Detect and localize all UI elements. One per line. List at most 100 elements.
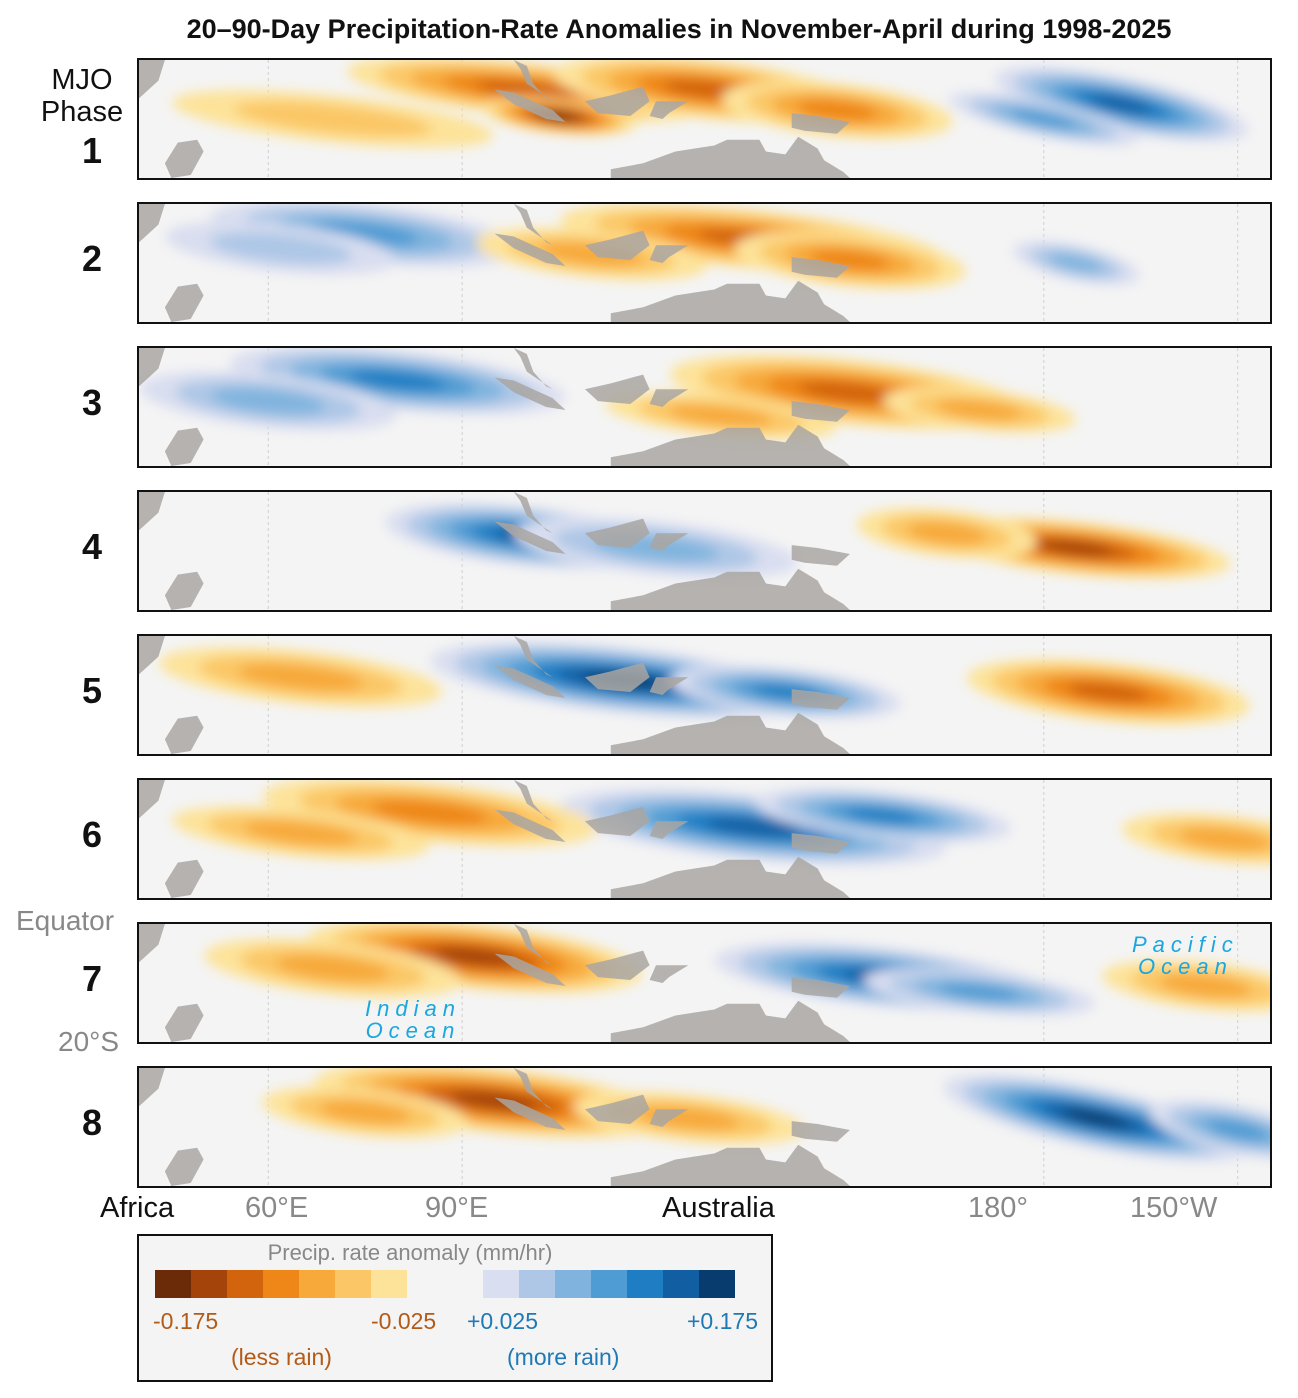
land-mass-6	[513, 636, 553, 678]
anomaly-blob-5-level-3	[1047, 253, 1105, 273]
land-mass-6	[513, 780, 553, 822]
anomaly-blob-4-level-3	[936, 399, 1023, 421]
land-mass-3	[791, 401, 850, 422]
land-mass-3	[791, 833, 850, 854]
phase-2-map-panel	[137, 202, 1272, 324]
phase-number-7: 7	[81, 958, 103, 999]
equator-label: Equator	[16, 905, 115, 936]
legend-dry-swatch-6	[371, 1270, 407, 1298]
land-mass-0	[139, 1068, 165, 1142]
anomaly-blob-3-level-3	[243, 821, 358, 846]
legend-neg-max: -0.025	[371, 1308, 437, 1334]
anomaly-blob-2-level-5	[798, 381, 902, 403]
land-mass-3	[791, 257, 850, 278]
legend-wet-swatch-5	[663, 1270, 699, 1298]
land-mass-7	[649, 965, 689, 983]
land-mass-5	[584, 950, 650, 980]
land-mass-0	[139, 492, 165, 566]
land-mass-6	[513, 348, 553, 390]
land-mass-4	[494, 809, 566, 842]
land-mass-5	[584, 86, 650, 116]
land-mass-4	[494, 521, 566, 554]
phase-6-anomaly-map	[139, 780, 1270, 898]
anomaly-blob-4-level-2	[233, 101, 432, 137]
phase-2-anomaly-map	[139, 204, 1239, 322]
land-mass-7	[649, 101, 689, 119]
legend-pos-min: +0.025	[467, 1308, 538, 1334]
phase-6-map-panel	[137, 778, 1272, 900]
anomaly-blob-4-level-3	[1159, 974, 1252, 998]
land-mass-3	[791, 977, 850, 998]
land-mass-2	[610, 856, 850, 898]
land-mass-1	[164, 859, 204, 898]
anomaly-blob-3-level-3	[237, 663, 364, 691]
legend-dry-swatch-2	[227, 1270, 263, 1298]
lon-180-label: 180°	[968, 1192, 1028, 1224]
legend-less-rain: (less rain)	[231, 1344, 332, 1370]
legend-dry-swatch-4	[299, 1270, 335, 1298]
land-mass-6	[513, 1068, 553, 1110]
anomaly-blob-1-level-3	[211, 387, 326, 415]
land-mass-4	[494, 953, 566, 986]
land-mass-5	[584, 230, 650, 260]
anomaly-blob-2-level-6	[434, 947, 516, 966]
phase-number-8: 8	[81, 1102, 103, 1143]
anomaly-blob-3-level-3	[669, 405, 773, 427]
land-mass-0	[139, 924, 165, 998]
legend-dry-swatch-3	[263, 1270, 299, 1298]
land-mass-2	[610, 136, 850, 178]
anomaly-blob-2-level-6	[1038, 540, 1114, 556]
land-mass-1	[164, 1003, 204, 1042]
land-mass-5	[584, 518, 650, 548]
land-mass-4	[494, 1097, 566, 1130]
land-mass-5	[584, 806, 650, 836]
legend-wet-swatch-4	[627, 1270, 663, 1298]
land-mass-1	[164, 715, 204, 754]
phase-number-6: 6	[81, 814, 103, 855]
anomaly-blob-4-level-3	[1179, 827, 1270, 851]
mjo-phase-label: MJO Phase	[22, 64, 142, 128]
legend-dry-swatch-1	[191, 1270, 227, 1298]
indian-ocean-line2: Ocean	[365, 1018, 461, 1043]
colorbar-legend: Precip. rate anomaly (mm/hr) -0.175 -0.0…	[137, 1234, 773, 1382]
land-mass-2	[610, 424, 850, 466]
legend-dry-swatch-5	[335, 1270, 371, 1298]
mjo-label-line1: MJO	[51, 64, 113, 96]
land-mass-6	[513, 924, 553, 966]
phase-number-4: 4	[81, 526, 103, 567]
legend-wet-swatch-2	[555, 1270, 591, 1298]
land-mass-6	[513, 492, 553, 534]
chart-title: 20–90-Day Precipitation-Rate Anomalies i…	[186, 14, 1172, 44]
mjo-label-line2: Phase	[40, 96, 124, 128]
land-mass-0	[139, 636, 165, 710]
land-mass-7	[649, 389, 689, 407]
legend-wet-swatch-3	[591, 1270, 627, 1298]
land-mass-3	[791, 689, 850, 710]
phase-8-anomaly-map	[139, 1068, 1270, 1186]
lat-20s-label: 20°S	[58, 1026, 120, 1057]
phase-number-1: 1	[81, 130, 103, 171]
land-mass-6	[513, 204, 553, 246]
land-mass-7	[649, 245, 689, 263]
anomaly-blob-0-level-5	[349, 370, 446, 391]
indian-ocean-line1: Indian	[365, 996, 461, 1021]
land-mass-0	[139, 60, 165, 134]
legend-more-rain: (more rain)	[507, 1344, 620, 1370]
anomaly-blob-3-level-3	[275, 955, 391, 982]
land-mass-1	[164, 571, 204, 610]
lon-60e-label: 60°E	[245, 1192, 309, 1224]
anomaly-blob-3-level-4	[796, 100, 878, 121]
land-mass-7	[649, 821, 689, 839]
land-mass-1	[164, 283, 204, 322]
phase-number-3: 3	[81, 382, 103, 423]
phase-1-map-panel	[137, 58, 1272, 180]
land-mass-2	[610, 712, 850, 754]
land-mass-3	[791, 1121, 850, 1142]
anomaly-blob-1-level-4	[1206, 1119, 1269, 1141]
lon-150w-label: 150°W	[1130, 1192, 1218, 1224]
legend-title: Precip. rate anomaly (mm/hr)	[267, 1240, 553, 1265]
phase-number-2: 2	[81, 238, 103, 279]
anomaly-blob-4-level-3	[319, 1100, 411, 1124]
phase-8-map-panel	[137, 1066, 1272, 1188]
land-mass-2	[610, 568, 850, 610]
